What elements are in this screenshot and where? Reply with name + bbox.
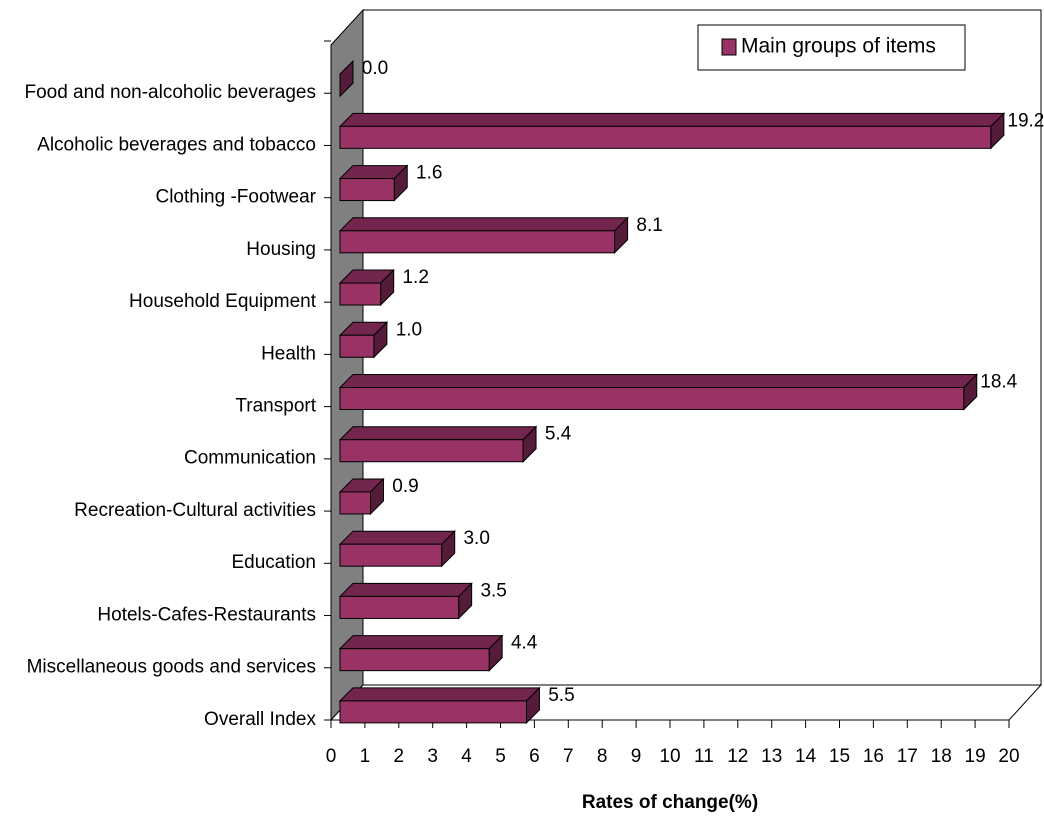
bar-face (339, 230, 616, 254)
x-tick-label: 4 (461, 746, 472, 767)
x-tick-label: 6 (529, 746, 540, 767)
value-label: 0.0 (362, 58, 388, 79)
value-label: 0.9 (392, 476, 418, 497)
bar-top (338, 374, 978, 388)
bar (338, 634, 504, 672)
bar-face (339, 387, 965, 410)
y-tick-label: Food and non-alcoholic beverages (24, 82, 316, 103)
y-tick-label: Recreation-Cultural activities (74, 500, 316, 521)
bar (338, 164, 409, 202)
y-tick-label: Clothing -Footwear (155, 187, 316, 208)
y-tick-label: Miscellaneous goods and services (27, 657, 316, 678)
bar (338, 582, 473, 620)
y-tick-label: Household Equipment (129, 291, 317, 312)
bar-face (339, 334, 375, 358)
bar-top (338, 635, 504, 650)
bar-top (338, 112, 1006, 127)
value-label: 4.4 (511, 633, 538, 654)
x-tick-label: 18 (931, 746, 952, 767)
legend-label: Main groups of items (741, 35, 936, 58)
bar-top (338, 217, 629, 232)
x-tick-label: 5 (495, 746, 506, 767)
bar-side (339, 59, 354, 98)
x-tick-label: 11 (694, 746, 714, 767)
bar (338, 477, 385, 516)
y-tick-label: Housing (246, 239, 316, 260)
bar-top (338, 530, 456, 545)
bar-top (338, 426, 538, 441)
x-tick-label: 2 (394, 746, 405, 767)
bar-face (339, 543, 443, 567)
legend-swatch (721, 38, 737, 56)
x-tick-label: 12 (727, 746, 748, 767)
x-tick-label: 7 (563, 746, 574, 767)
x-tick-label: 19 (965, 746, 986, 767)
value-label: 18.4 (980, 372, 1017, 393)
x-tick-label: 3 (427, 746, 438, 767)
bar-top (338, 687, 541, 702)
value-label: 3.5 (480, 580, 506, 601)
bar (338, 321, 389, 359)
value-label: 8.1 (636, 215, 662, 236)
bar-face (339, 595, 460, 619)
bar (338, 112, 1006, 150)
x-tick-label: 10 (659, 746, 680, 767)
y-tick-label: Hotels-Cafes-Restaurants (97, 604, 316, 625)
x-tick-label: 16 (863, 746, 884, 767)
bar-face (339, 282, 382, 306)
y-tick-label: Alcoholic beverages and tobacco (37, 134, 316, 155)
x-tick-label: 14 (795, 746, 817, 767)
legend-box (697, 24, 966, 71)
value-label: 3.0 (463, 528, 489, 549)
x-tick-label: 15 (829, 746, 850, 767)
y-tick-label: Transport (235, 396, 316, 417)
x-axis-title: Rates of change(%) (582, 792, 758, 813)
bar-face (339, 648, 490, 672)
bar (338, 216, 629, 255)
value-label: 1.2 (402, 267, 428, 288)
value-label: 5.5 (548, 685, 574, 706)
legend: Main groups of items (697, 24, 966, 71)
value-label: 19.2 (1007, 110, 1044, 131)
y-tick-label: Communication (184, 448, 316, 469)
bar (338, 425, 538, 463)
bar-face (339, 491, 372, 515)
y-tick-label: Education (231, 552, 316, 573)
bar (338, 373, 978, 411)
y-tick-label: Health (261, 343, 316, 364)
bar-face (339, 700, 527, 724)
bar (339, 59, 354, 98)
bar-face (339, 439, 524, 463)
bar (338, 268, 395, 307)
x-tick-label: 8 (597, 746, 608, 767)
bar-face (339, 178, 395, 202)
bar-face (339, 125, 992, 149)
value-label: 1.0 (396, 319, 422, 340)
bar (338, 686, 541, 725)
x-tick-label: 13 (761, 746, 782, 767)
y-tick-label: Overall Index (204, 709, 316, 730)
x-tick-label: 20 (998, 746, 1019, 767)
x-tick-label: 17 (897, 746, 918, 767)
value-label: 5.4 (545, 424, 572, 445)
x-tick-label: 1 (360, 746, 371, 767)
x-tick-label: 0 (326, 746, 337, 767)
bar-top (338, 582, 473, 597)
bar (338, 529, 456, 568)
x-tick-label: 9 (631, 746, 642, 767)
value-label: 1.6 (416, 163, 442, 184)
